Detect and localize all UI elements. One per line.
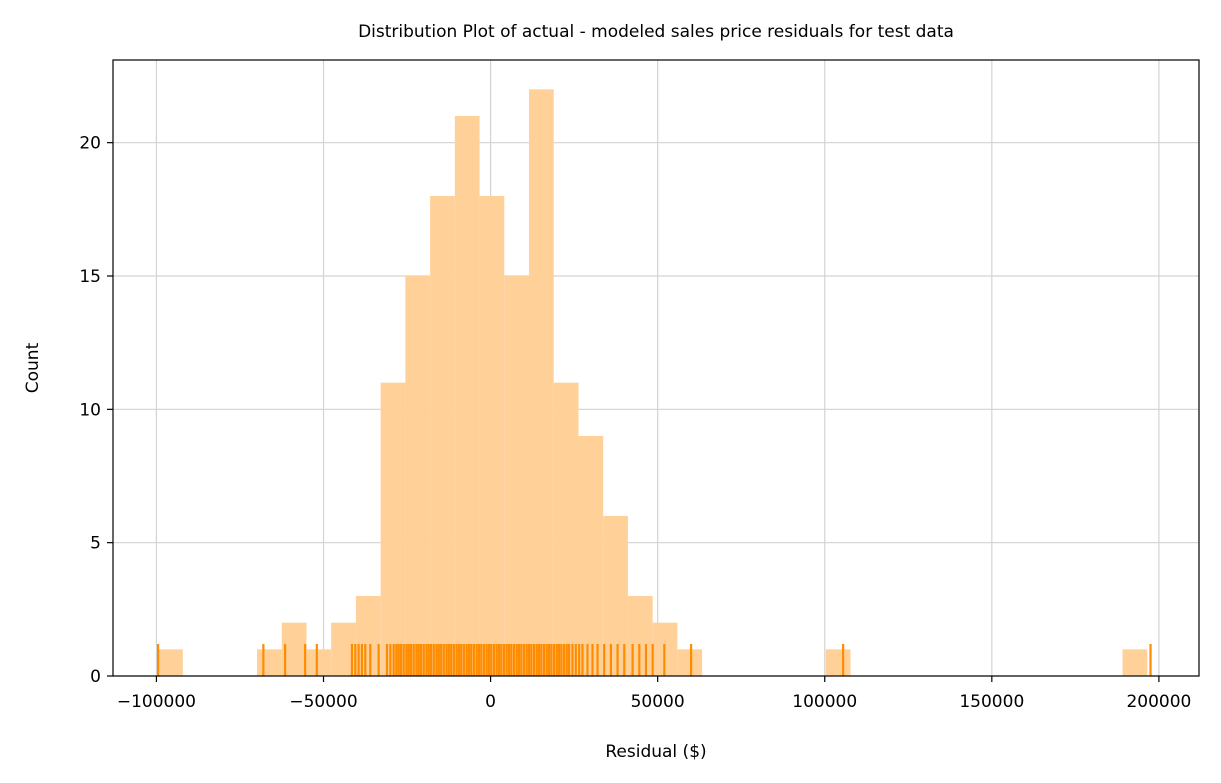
histogram-bar [825, 649, 851, 676]
histogram-bar [504, 276, 530, 676]
y-tick-label: 10 [79, 400, 101, 420]
x-tick-label: −50000 [289, 692, 357, 712]
histogram-bars [158, 89, 1148, 677]
x-tick-label: 100000 [792, 692, 857, 712]
plot-frame [112, 59, 1200, 677]
grid-lines [113, 60, 1199, 677]
histogram-bar [430, 196, 455, 676]
histogram-bar [380, 382, 406, 676]
histogram-bar [306, 649, 332, 676]
y-tick-label: 15 [79, 267, 101, 287]
histogram-bar [454, 116, 480, 676]
rug-marks [157, 644, 1152, 676]
y-tick-label: 5 [90, 534, 101, 554]
histogram-bar [529, 89, 554, 677]
x-tick-label: 0 [485, 692, 496, 712]
x-tick-label: 200000 [1126, 692, 1191, 712]
x-tick-label: 50000 [631, 692, 685, 712]
histogram-bar [1122, 649, 1148, 676]
chart-title: Distribution Plot of actual - modeled sa… [358, 22, 954, 42]
histogram-bar [578, 436, 604, 676]
histogram-bar [158, 649, 183, 676]
x-axis-ticks: −100000 −50000 0 50000 100000 150000 200000 [117, 676, 1191, 712]
x-tick-label: −100000 [117, 692, 196, 712]
histogram-bar [479, 196, 505, 676]
y-axis-label: Count [23, 342, 43, 393]
histogram-bar [257, 649, 282, 676]
histogram-bar [677, 649, 703, 676]
histogram-bar [405, 276, 431, 676]
x-tick-label: 150000 [959, 692, 1024, 712]
x-axis-label: Residual ($) [605, 742, 706, 762]
y-tick-label: 20 [79, 134, 101, 154]
histogram-bar [553, 382, 579, 676]
y-axis-ticks: 0 5 10 15 20 [79, 134, 113, 687]
histogram-bar [355, 596, 381, 676]
y-tick-label: 0 [90, 667, 101, 687]
